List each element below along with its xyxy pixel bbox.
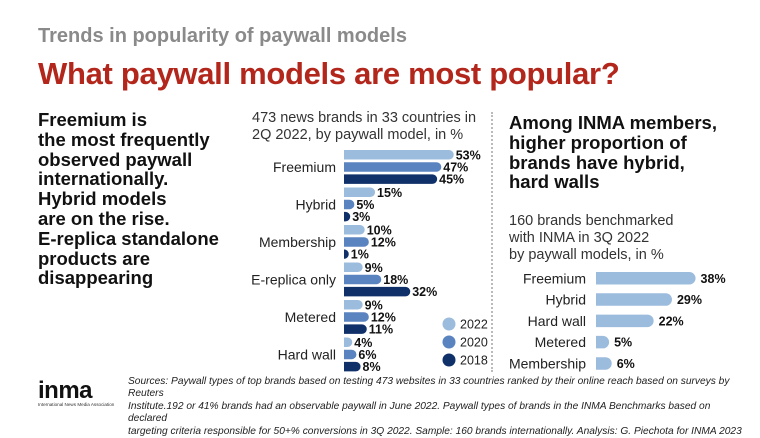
left-data-label: 12% — [371, 310, 396, 324]
right-bar — [596, 293, 672, 306]
sources-line: Sources: Paywall types of top brands bas… — [128, 376, 730, 400]
lead-line: E-replica standalone — [38, 227, 219, 249]
inma-logo-subtext: International News Media Association — [38, 402, 115, 407]
right-data-label: 6% — [617, 357, 635, 371]
left-data-label: 8% — [363, 360, 381, 374]
right-chart-title-line: hard walls — [509, 171, 600, 193]
column-divider — [491, 112, 493, 372]
left-category-label: Freemium — [273, 159, 336, 175]
charts-canvas: Freemium53%47%45%Hybrid15%5%3%Membership… — [251, 148, 726, 374]
lead-text: Freemium is the most frequently observed… — [38, 110, 238, 288]
right-bar — [596, 314, 654, 328]
right-data-label: 38% — [701, 272, 726, 286]
left-bar-2018 — [344, 361, 361, 372]
left-bar-2020 — [344, 349, 357, 360]
right-category-label: Freemium — [523, 270, 586, 286]
right-chart-title-line: Among INMA members, — [509, 112, 717, 133]
left-bar-2018 — [344, 249, 349, 259]
left-bar-2020 — [344, 312, 369, 322]
right-chart-subtitle-line: with INMA in 3Q 2022 — [509, 230, 650, 246]
left-data-label: 3% — [352, 210, 370, 224]
right-chart-subtitle: 160 brands benchmarked with INMA in 3Q 2… — [509, 213, 673, 264]
left-bar-2020 — [344, 162, 442, 172]
left-category-label: Hybrid — [296, 196, 336, 212]
right-data-label: 5% — [614, 336, 632, 350]
left-chart-subtitle-line: 2Q 2022, by paywall model, in % — [252, 127, 464, 143]
legend-marker-2020 — [442, 335, 456, 349]
left-chart-subtitle: 473 news brands in 33 countries in 2Q 20… — [252, 110, 476, 144]
right-chart-title: Among INMA members, higher proportion of… — [509, 113, 717, 192]
left-bar-2022 — [344, 225, 365, 235]
left-data-label: 1% — [351, 248, 369, 262]
left-data-label: 32% — [412, 285, 437, 299]
right-chart-subtitle-line: 160 brands benchmarked — [509, 213, 674, 229]
sources-line: Institute.192 or 41% brands had an obser… — [128, 400, 711, 425]
right-category-label: Metered — [535, 334, 586, 350]
left-category-label: E-replica only — [251, 271, 336, 287]
right-data-label: 29% — [677, 293, 702, 307]
lead-line: observed paywall — [38, 148, 193, 170]
left-data-label: 11% — [369, 323, 393, 337]
left-data-label: 4% — [354, 336, 372, 350]
left-data-label: 15% — [377, 186, 402, 200]
right-chart-subtitle-line: by paywall models, in % — [509, 247, 664, 263]
legend-marker-2018 — [442, 353, 456, 367]
right-bar — [596, 335, 610, 349]
left-chart-subtitle-line: 473 news brands in 33 countries in — [252, 110, 477, 126]
left-category-label: Membership — [259, 234, 336, 250]
legend-label: 2020 — [460, 336, 488, 350]
left-bar-2018 — [344, 211, 351, 222]
lead-line: the most frequently — [38, 128, 210, 150]
left-data-label: 47% — [443, 160, 468, 174]
kicker-title: Trends in popularity of paywall models — [38, 25, 407, 47]
lead-line: products are — [38, 247, 151, 269]
left-bar-2018 — [344, 174, 438, 184]
left-data-label: 5% — [356, 198, 374, 212]
left-data-label: 12% — [371, 235, 396, 249]
left-data-label: 10% — [367, 223, 392, 237]
right-chart-title-line: brands have hybrid, — [509, 151, 685, 173]
sources-line: targeting criteria responsible for 50+% … — [128, 425, 742, 437]
left-category-label: Hard wall — [278, 346, 336, 362]
lead-line: Hybrid models — [38, 188, 167, 210]
left-bar-2022 — [344, 300, 363, 310]
left-category-label: Metered — [285, 309, 336, 325]
left-bar-2022 — [344, 150, 454, 160]
lead-line: disappearing — [38, 267, 154, 289]
left-data-label: 9% — [365, 298, 383, 312]
left-bar-2018 — [344, 286, 411, 297]
inma-logo-mark: inma International News Media Associatio… — [38, 378, 115, 407]
left-bar-2022 — [344, 337, 353, 347]
legend-label: 2022 — [460, 318, 488, 332]
lead-line: internationally. — [38, 168, 169, 190]
left-data-label: 45% — [439, 173, 464, 187]
right-category-label: Membership — [509, 355, 586, 371]
left-data-label: 18% — [383, 273, 408, 287]
left-bar-2022 — [344, 262, 363, 272]
right-category-label: Hybrid — [546, 292, 586, 308]
inma-logo-wordmark: inma — [38, 378, 93, 404]
right-category-label: Hard wall — [528, 313, 586, 329]
left-bar-2018 — [344, 324, 367, 334]
right-chart-title-line: higher proportion of — [509, 131, 687, 153]
left-data-label: 53% — [456, 148, 481, 162]
right-bar — [596, 272, 696, 285]
left-bar-2022 — [344, 187, 376, 197]
right-bar — [596, 357, 612, 370]
lead-line: Freemium is — [38, 109, 147, 130]
right-data-label: 22% — [659, 314, 684, 328]
legend-label: 2018 — [460, 354, 488, 368]
sources-note: Sources: Paywall types of top brands bas… — [128, 376, 748, 438]
left-bar-2020 — [344, 274, 382, 285]
lead-line: are on the rise. — [38, 207, 170, 229]
left-bar-2020 — [344, 237, 369, 247]
left-data-label: 6% — [358, 348, 376, 362]
headline: What paywall models are most popular? — [38, 56, 620, 91]
left-bar-2020 — [344, 199, 355, 210]
left-data-label: 9% — [365, 261, 383, 275]
legend-marker-2022 — [442, 317, 456, 331]
